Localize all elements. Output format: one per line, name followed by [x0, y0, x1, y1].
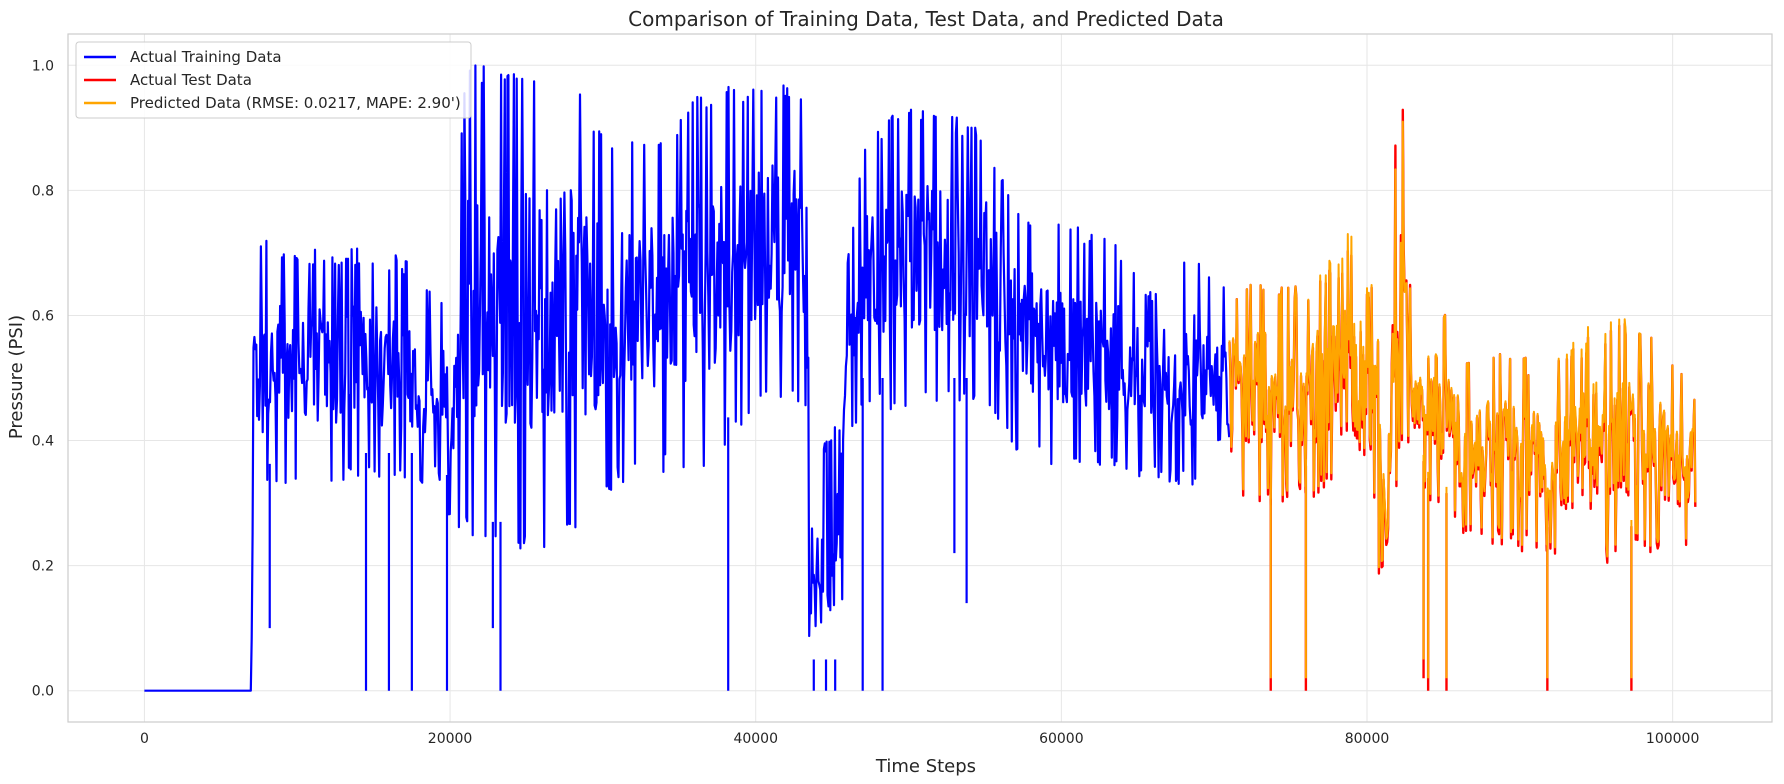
- y-tick-label: 1.0: [32, 58, 54, 74]
- x-tick-label: 60000: [1039, 731, 1084, 747]
- x-tick-label: 100000: [1646, 731, 1699, 747]
- y-tick-label: 0.2: [32, 559, 54, 575]
- plot-frame: [67, 33, 1773, 723]
- series-line: [144, 64, 1231, 692]
- x-tick-label: 20000: [428, 731, 473, 747]
- legend-label-predicted: Predicted Data (RMSE: 0.0217, MAPE: 2.90…: [130, 94, 461, 112]
- x-axis-label: Time Steps: [875, 756, 976, 777]
- legend: Actual Training Data Actual Test Data Pr…: [75, 41, 472, 119]
- y-tick-label: 0.6: [32, 308, 54, 324]
- x-axis-ticks: 0 20000 40000 60000 80000 100000: [140, 731, 1699, 747]
- series-predicted-data: [1228, 120, 1697, 679]
- legend-label-test: Actual Test Data: [130, 71, 252, 89]
- series-actual-training-data: [144, 64, 1231, 692]
- series-line: [1228, 120, 1697, 569]
- x-tick-label: 40000: [733, 731, 778, 747]
- legend-box: [75, 41, 472, 119]
- legend-label-training: Actual Training Data: [130, 48, 282, 66]
- y-tick-label: 0.0: [32, 684, 54, 700]
- y-axis-label: Pressure (PSI): [6, 315, 27, 439]
- chart-title: Comparison of Training Data, Test Data, …: [628, 7, 1224, 31]
- x-tick-label: 80000: [1345, 731, 1390, 747]
- y-tick-label: 0.8: [32, 183, 54, 199]
- y-tick-label: 0.4: [32, 434, 54, 450]
- x-tick-label: 0: [140, 731, 149, 747]
- y-axis-ticks: 0.0 0.2 0.4 0.6 0.8 1.0: [32, 58, 54, 699]
